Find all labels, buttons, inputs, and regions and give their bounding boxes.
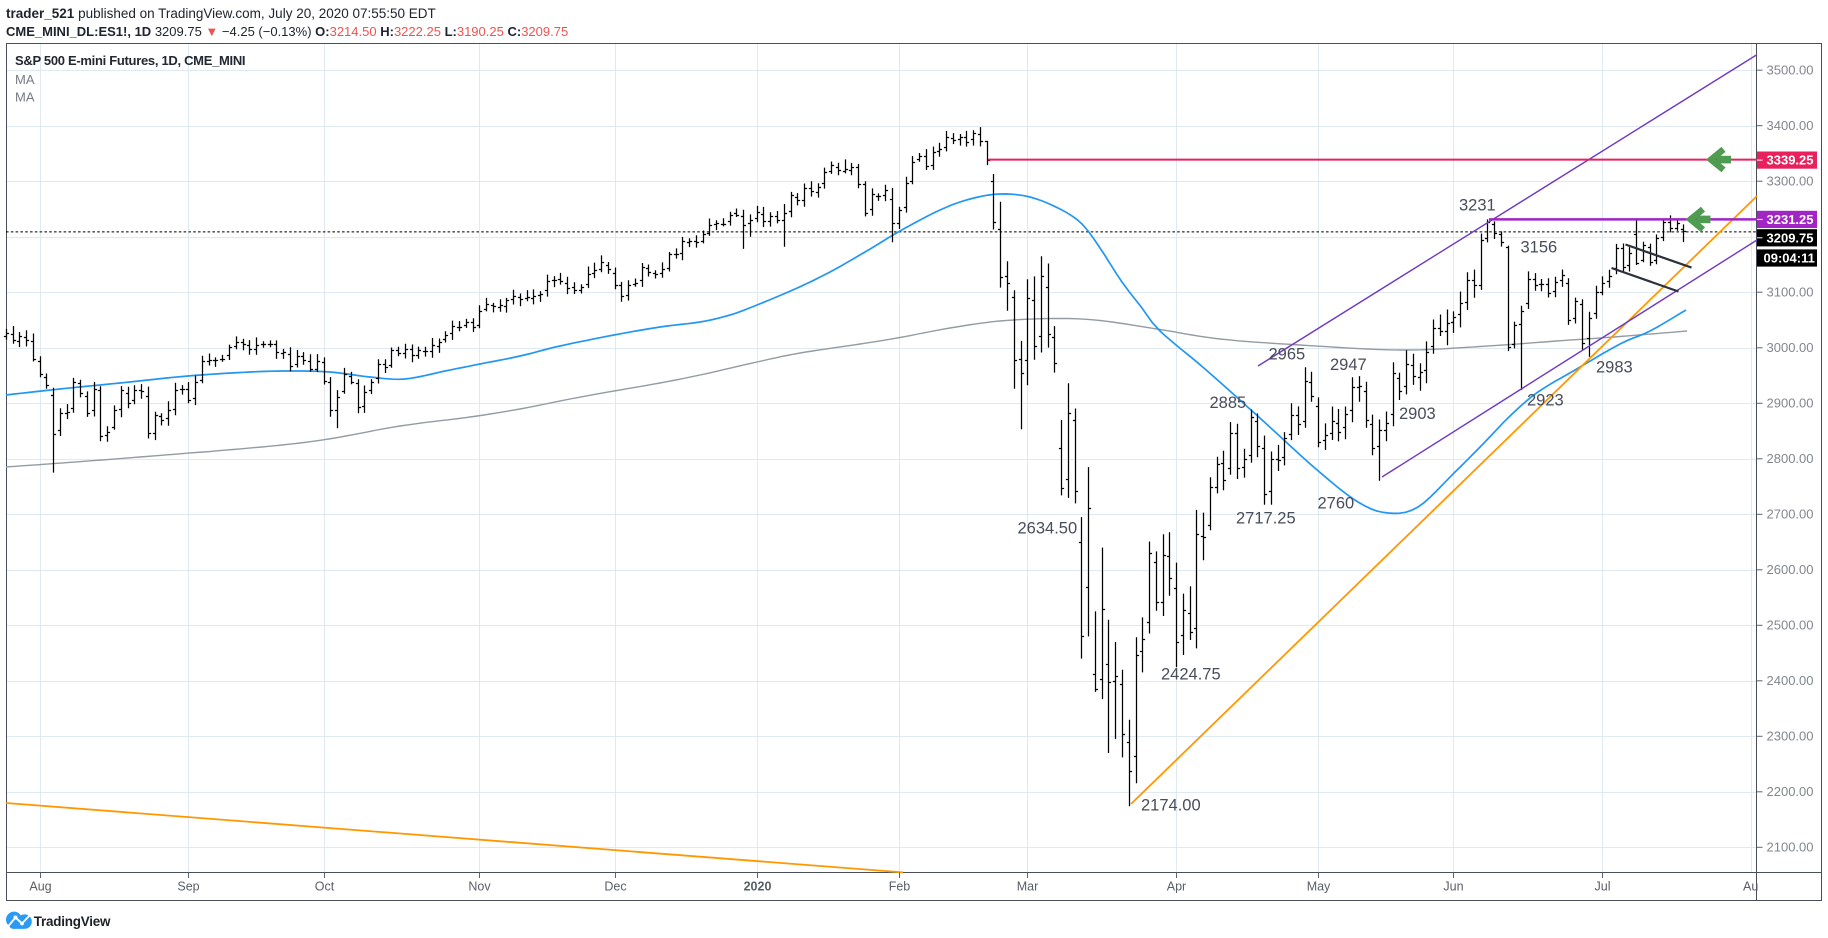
svg-text:2965: 2965 <box>1269 346 1306 364</box>
svg-text:Jul: Jul <box>1595 880 1611 894</box>
svg-text:2100.00: 2100.00 <box>1767 840 1814 855</box>
svg-text:2983: 2983 <box>1596 358 1633 376</box>
svg-text:Jun: Jun <box>1443 880 1463 894</box>
svg-text:Feb: Feb <box>889 880 911 894</box>
svg-text:2800.00: 2800.00 <box>1767 451 1814 466</box>
svg-text:Mar: Mar <box>1017 880 1039 894</box>
svg-text:2947: 2947 <box>1330 356 1367 374</box>
svg-text:2424.75: 2424.75 <box>1161 665 1221 683</box>
svg-text:Aug: Aug <box>29 880 51 894</box>
svg-text:trader_521 published on Tradin: trader_521 published on TradingView.com,… <box>6 6 436 21</box>
svg-text:2717.25: 2717.25 <box>1236 509 1296 527</box>
svg-text:2300.00: 2300.00 <box>1767 729 1814 744</box>
svg-text:3400.00: 3400.00 <box>1767 118 1814 133</box>
svg-text:S&P 500 E-mini Futures, 1D, CM: S&P 500 E-mini Futures, 1D, CME_MINI <box>15 53 245 68</box>
svg-text:3000.00: 3000.00 <box>1767 340 1814 355</box>
svg-text:2885: 2885 <box>1210 394 1247 412</box>
svg-text:Au: Au <box>1743 880 1758 894</box>
svg-text:3209.75: 3209.75 <box>1767 230 1814 245</box>
svg-text:2600.00: 2600.00 <box>1767 562 1814 577</box>
svg-text:3100.00: 3100.00 <box>1767 285 1814 300</box>
svg-text:2700.00: 2700.00 <box>1767 507 1814 522</box>
svg-text:3156: 3156 <box>1521 238 1558 256</box>
svg-text:2400.00: 2400.00 <box>1767 673 1814 688</box>
svg-text:2200.00: 2200.00 <box>1767 784 1814 799</box>
svg-text:2900.00: 2900.00 <box>1767 396 1814 411</box>
svg-text:2760: 2760 <box>1318 494 1355 512</box>
svg-text:May: May <box>1307 880 1331 894</box>
svg-text:3339.25: 3339.25 <box>1767 153 1814 168</box>
svg-text:Oct: Oct <box>315 880 335 894</box>
svg-text:Apr: Apr <box>1167 880 1186 894</box>
svg-text:CME_MINI_DL:ES1!, 1D 3209.75: CME_MINI_DL:ES1!, 1D 3209.75 ▼ −4.25 (−0… <box>6 24 568 39</box>
svg-text:MA: MA <box>15 72 35 87</box>
svg-text:3500.00: 3500.00 <box>1767 63 1814 78</box>
svg-text:TradingView: TradingView <box>34 914 111 929</box>
svg-text:2500.00: 2500.00 <box>1767 618 1814 633</box>
svg-text:2923: 2923 <box>1527 392 1564 410</box>
svg-text:MA: MA <box>15 90 35 105</box>
svg-text:2020: 2020 <box>744 880 772 894</box>
svg-text:2903: 2903 <box>1399 405 1436 423</box>
svg-text:Sep: Sep <box>177 880 199 894</box>
svg-text:2634.50: 2634.50 <box>1018 519 1078 537</box>
svg-text:Nov: Nov <box>468 880 491 894</box>
svg-text:3231: 3231 <box>1459 197 1496 215</box>
svg-text:2174.00: 2174.00 <box>1141 796 1201 814</box>
svg-text:Dec: Dec <box>604 880 626 894</box>
svg-text:3300.00: 3300.00 <box>1767 174 1814 189</box>
svg-text:3231.25: 3231.25 <box>1767 212 1814 227</box>
svg-text:09:04:11: 09:04:11 <box>1764 251 1815 266</box>
